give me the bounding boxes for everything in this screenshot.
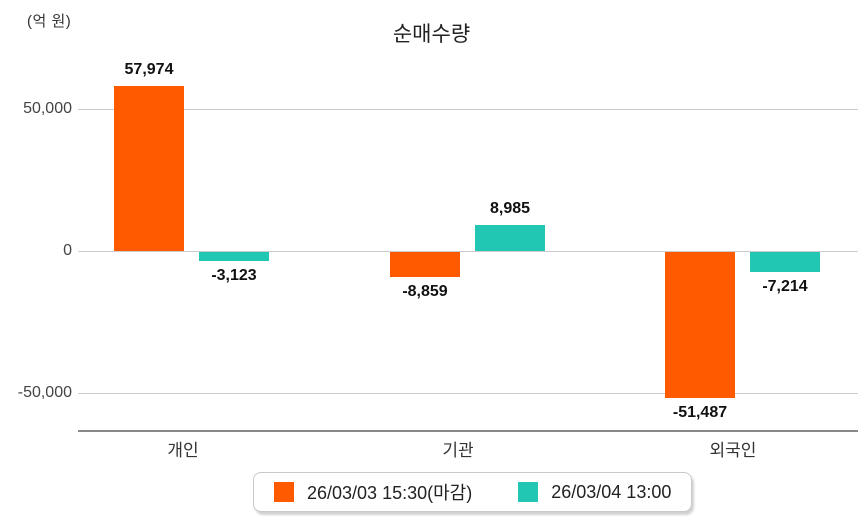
legend: 26/03/03 15:30(마감) 26/03/04 13:00 [253,472,693,512]
bar [665,252,735,398]
legend-item-label: 26/03/04 13:00 [551,481,672,502]
gridline [78,251,858,252]
legend-item-series2: 26/03/04 13:00 [518,482,671,503]
plot-area: 50,000 0 -50,000 57,974 -8,859 -51,487 -3,123 8… [17,61,858,460]
y-axis-unit-label: (억 원) [27,13,72,30]
chart-title: 순매수량 [392,23,471,46]
bar-value-label: -3,123 [211,267,257,284]
x-axis-line [78,430,858,432]
bar-value-label: 57,974 [124,61,174,78]
x-category-label: 기관 [442,441,474,460]
legend-item-label: 26/03/03 15:30(마감) [307,483,473,503]
bar [390,252,460,277]
bar [750,252,820,272]
x-category-label: 외국인 [709,441,757,460]
y-tick-label: -50,000 [17,384,72,401]
bar [114,86,184,251]
bar [475,225,545,251]
gridline [78,109,858,110]
bar-value-label: 8,985 [489,200,531,217]
series2-swatch-icon [518,482,539,502]
legend-item-series1: 26/03/03 15:30(마감) [274,479,472,505]
series1-swatch-icon [274,482,294,502]
x-category-label: 개인 [167,441,199,460]
gridline [78,393,858,394]
y-tick-label: 50,000 [23,100,72,117]
bar-value-label: -7,214 [762,278,808,295]
bar [199,252,269,261]
y-tick-label: 0 [63,242,72,259]
bar-value-label: -51,487 [672,404,728,421]
bar-value-label: -8,859 [402,283,448,300]
